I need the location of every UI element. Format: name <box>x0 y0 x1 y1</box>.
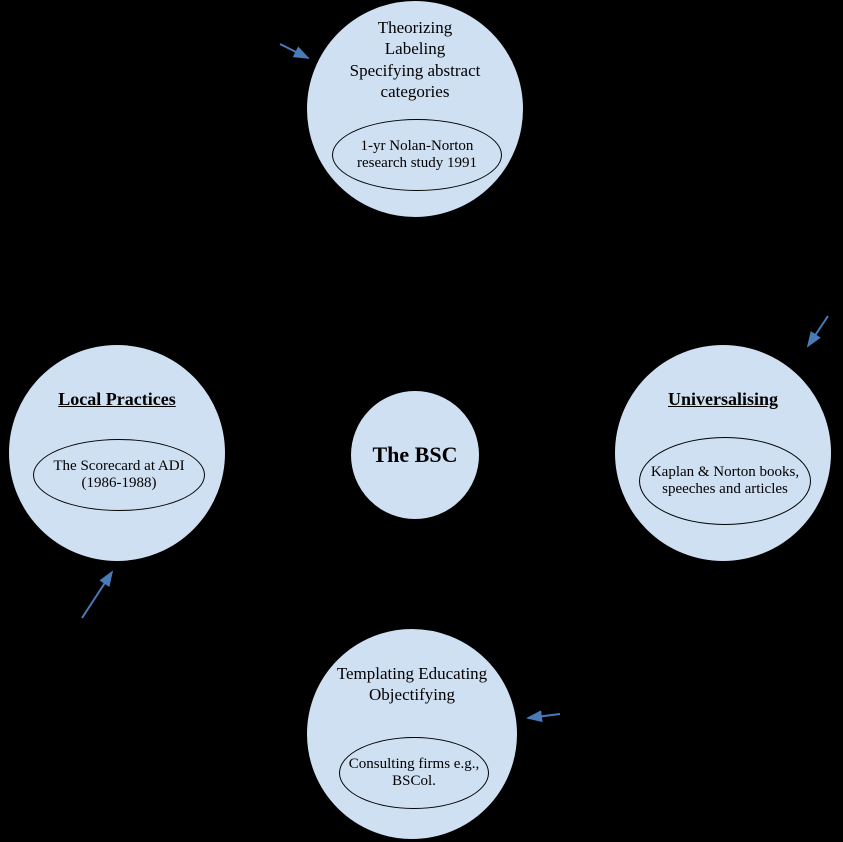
arrow-left <box>82 572 112 618</box>
arrow-top <box>280 44 308 58</box>
arrow-bottom <box>528 714 560 718</box>
arrows-layer <box>0 0 843 842</box>
diagram-stage: The BSC TheorizingLabelingSpecifying abs… <box>0 0 843 842</box>
arrow-right <box>808 316 828 346</box>
